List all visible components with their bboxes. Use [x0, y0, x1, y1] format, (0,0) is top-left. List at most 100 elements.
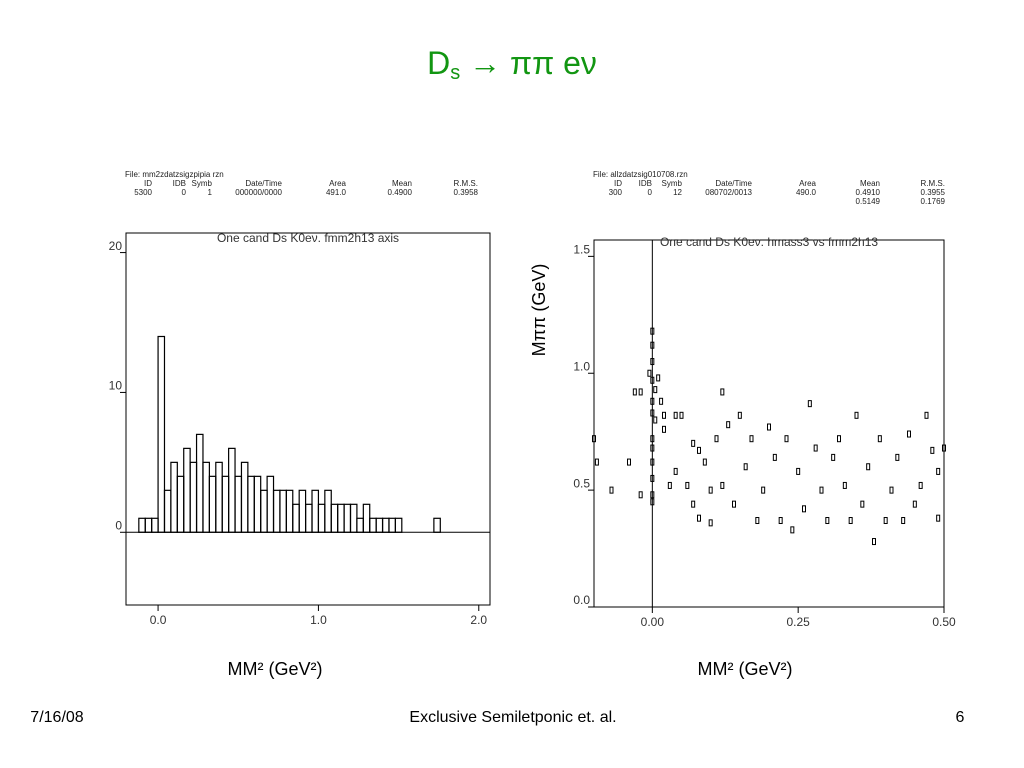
point — [673, 411, 678, 419]
point — [708, 486, 713, 494]
stats-column: R.M.S. — [454, 179, 478, 188]
x-tick-label: 0.50 — [932, 615, 956, 629]
point — [837, 435, 841, 443]
point — [732, 500, 736, 508]
point — [854, 411, 859, 419]
point — [720, 481, 725, 489]
point — [918, 481, 923, 489]
bar — [260, 489, 268, 533]
bar — [349, 503, 358, 533]
point — [638, 491, 643, 499]
point — [594, 458, 599, 466]
point — [912, 500, 917, 508]
point — [609, 486, 614, 494]
bar — [163, 489, 172, 533]
point — [653, 386, 658, 394]
stats-file: File: mm2zdatzsigzpipia rzn — [125, 170, 224, 179]
point — [860, 500, 865, 508]
stats-value: 0.1769 — [921, 197, 946, 206]
stats-column: Mean — [860, 179, 880, 188]
point — [761, 486, 766, 494]
stats-column: Symb — [662, 179, 683, 188]
point — [726, 421, 731, 429]
point — [691, 439, 696, 447]
point — [842, 481, 847, 489]
point — [673, 467, 678, 475]
point — [936, 467, 941, 475]
stats-column: Mean — [392, 179, 412, 188]
bar — [208, 475, 217, 533]
point — [790, 526, 795, 534]
point — [662, 425, 666, 433]
bar — [266, 475, 275, 533]
point — [714, 435, 719, 443]
point — [697, 446, 701, 454]
plot-title: One cand Ds K0eν. hmass3 vs fmm2h13 — [660, 235, 878, 249]
bar — [330, 503, 339, 533]
x-tick-label: 0.00 — [641, 615, 665, 629]
point — [650, 498, 655, 506]
bar — [279, 489, 287, 533]
bar — [292, 503, 300, 533]
bar — [369, 517, 377, 533]
bar — [234, 475, 243, 533]
point — [942, 444, 946, 452]
point — [796, 467, 801, 475]
stats-column: R.M.S. — [921, 179, 945, 188]
stats-value: 0.3958 — [454, 188, 479, 197]
point — [889, 486, 894, 494]
bar — [304, 503, 313, 533]
stats-column: IDB — [173, 179, 186, 188]
point — [778, 517, 783, 525]
point — [650, 409, 655, 417]
stats-column: Date/Time — [245, 179, 282, 188]
stats-value: 080702/0013 — [705, 188, 752, 197]
plot-title: One cand Ds K0eν. fmm2h13 axis — [217, 231, 399, 245]
point — [825, 517, 830, 525]
x-tick-label: 1.0 — [310, 613, 327, 627]
point — [650, 358, 655, 366]
point — [647, 369, 652, 377]
point — [749, 435, 754, 443]
stats-column: Date/Time — [715, 179, 752, 188]
x-tick-label: 2.0 — [470, 613, 487, 627]
point — [592, 435, 596, 443]
y-tick-label: 1.5 — [573, 243, 590, 257]
y-tick-label: 20 — [109, 239, 123, 253]
point — [697, 514, 701, 522]
stats-value: 1 — [208, 188, 213, 197]
y-tick-label: 0.5 — [573, 476, 590, 490]
stats-value: 0.3955 — [921, 188, 946, 197]
point — [650, 458, 655, 466]
stats-column: IDB — [639, 179, 652, 188]
point — [772, 453, 777, 461]
point — [650, 444, 655, 452]
y-tick-label: 0 — [115, 518, 122, 532]
point — [667, 481, 672, 489]
slide-title: Ds → ππ eν — [427, 45, 597, 84]
point — [872, 538, 876, 546]
point — [848, 517, 853, 525]
bar — [337, 503, 345, 533]
stats-column: ID — [614, 179, 622, 188]
point — [659, 397, 664, 405]
bar — [157, 335, 166, 533]
y-tick-label: 1.0 — [573, 359, 590, 373]
point — [650, 327, 655, 335]
bar — [247, 475, 255, 533]
title-sub: s — [450, 62, 460, 84]
point — [831, 453, 836, 461]
point — [813, 444, 818, 452]
point — [907, 430, 911, 438]
point — [924, 411, 929, 419]
point — [755, 517, 760, 525]
stats-value: 490.0 — [796, 188, 817, 197]
point — [627, 458, 631, 466]
bar — [195, 433, 204, 533]
bar — [375, 517, 384, 533]
point — [662, 411, 666, 419]
stats-value: 491.0 — [326, 188, 347, 197]
point — [743, 463, 748, 471]
bar — [138, 517, 146, 533]
